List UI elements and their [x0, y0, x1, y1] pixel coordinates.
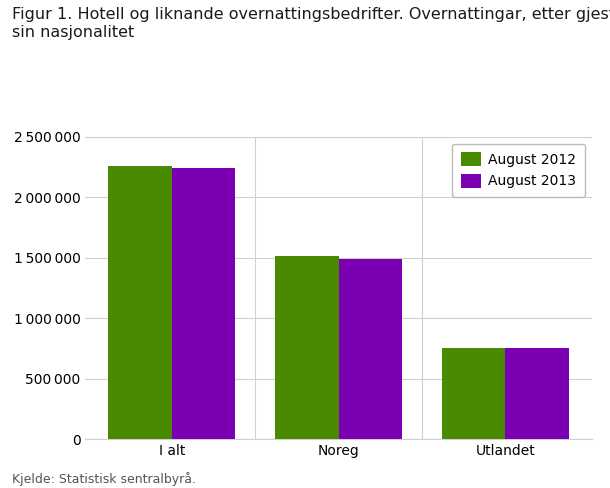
Bar — [505, 348, 569, 439]
Bar — [172, 168, 235, 439]
Text: Kjelde: Statistisk sentralbyrå.: Kjelde: Statistisk sentralbyrå. — [12, 471, 196, 486]
Bar — [339, 259, 402, 439]
Bar — [442, 348, 505, 439]
Text: Figur 1. Hotell og liknande overnattingsbedrifter. Overnattingar, etter gjestene: Figur 1. Hotell og liknande overnattings… — [12, 7, 610, 40]
Bar — [275, 257, 339, 439]
Bar — [109, 166, 172, 439]
Legend: August 2012, August 2013: August 2012, August 2013 — [452, 143, 585, 197]
